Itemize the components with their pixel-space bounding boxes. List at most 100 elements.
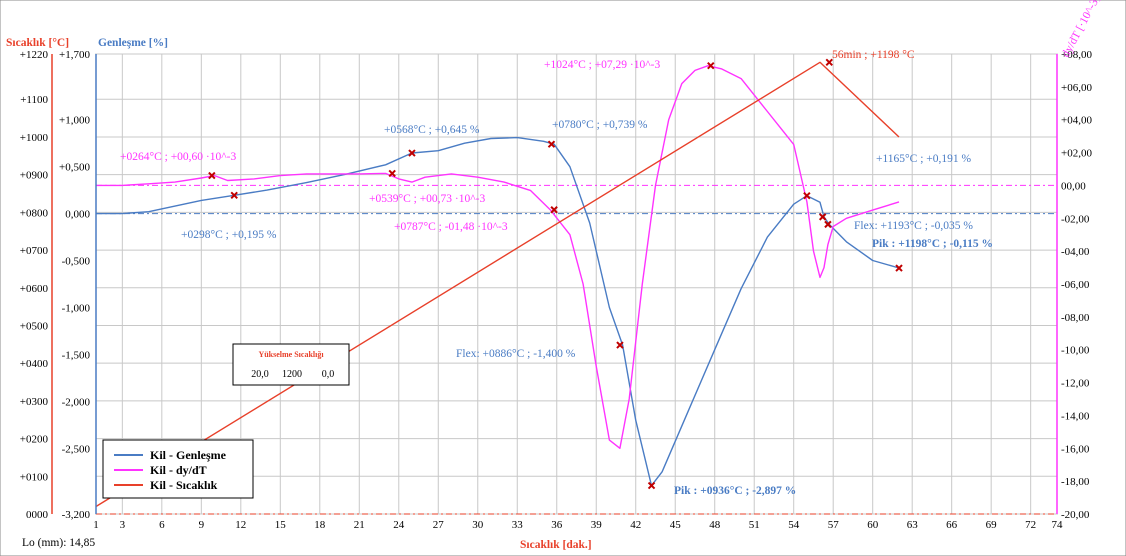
deriv-tick-label: -20,00 (1061, 509, 1090, 521)
expansion-tick-label: -1,000 (62, 302, 91, 314)
annotation-4: 56min ; +1198 °C (832, 49, 915, 61)
program-box-value-2: 0,0 (322, 369, 335, 380)
annotation-5: +1165°C ; +0,191 % (876, 153, 972, 165)
data-marker-stroke-b (408, 149, 416, 157)
x-axis-title: Sıcaklık [dak.] (520, 539, 592, 551)
deriv-tick-label: -18,00 (1061, 476, 1090, 488)
temp-tick-label: +0400 (20, 358, 49, 370)
data-marker (707, 61, 715, 70)
x-tick-label: 12 (235, 519, 246, 531)
annotation-3: +1024°C ; +07,29 ·10^-3 (544, 59, 660, 71)
annotation-1: +0568°C ; +0,645 % (384, 124, 480, 136)
deriv-tick-label: +04,00 (1061, 115, 1092, 127)
marker-layer (208, 58, 903, 490)
program-box-title: Yükselme Sıcaklığı (258, 350, 324, 359)
data-marker (818, 213, 827, 221)
data-marker (616, 341, 624, 349)
expansion-tick-label: 0,000 (65, 209, 90, 221)
deriv-tick-label: -08,00 (1061, 312, 1090, 324)
x-tick-label: 63 (907, 519, 919, 531)
annotation-0: +0264°C ; +00,60 ·10^-3 (120, 151, 236, 163)
x-tick-label: 9 (199, 519, 205, 531)
x-tick-label: 66 (946, 519, 958, 531)
data-marker (230, 191, 238, 199)
x-tick-label: 30 (472, 519, 484, 531)
x-tick-label: 39 (591, 519, 603, 531)
annotation-9: Flex: +1193°C ; -0,035 % (854, 220, 973, 232)
expansion-tick-label: -2,000 (62, 396, 91, 408)
deriv-tick-label: -12,00 (1061, 378, 1090, 390)
data-marker (550, 206, 558, 214)
expansion-tick-label: +1,000 (59, 115, 90, 127)
x-tick-label: 15 (275, 519, 287, 531)
deriv-tick-label: -10,00 (1061, 345, 1090, 357)
temp-tick-label: +0700 (20, 245, 49, 257)
temp-tick-label: +0900 (20, 170, 49, 182)
data-marker (408, 149, 416, 157)
x-tick-label: 60 (867, 519, 879, 531)
temp-tick-label: 0000 (26, 509, 49, 521)
x-tick-label: 6 (159, 519, 165, 531)
x-tick-label: 33 (512, 519, 524, 531)
temp-tick-label: +0500 (20, 320, 49, 332)
expansion-axis-title: Genleşme [%] (98, 37, 168, 49)
x-tick-label: 54 (788, 519, 800, 531)
annotation-2: +0780°C ; +0,739 % (552, 119, 648, 131)
expansion-tick-label: -2,500 (62, 443, 91, 455)
annotation-6: +0539°C ; +00,73 ·10^-3 (369, 193, 485, 205)
x-tick-label: 36 (551, 519, 563, 531)
temp-tick-label: +0300 (20, 396, 49, 408)
data-marker-stroke-b (824, 220, 832, 229)
data-marker (895, 264, 903, 272)
expansion-tick-label: +1,700 (59, 49, 90, 61)
x-tick-label: 72 (1025, 519, 1036, 531)
deriv-tick-label: -16,00 (1061, 443, 1090, 455)
lo-label: Lo (mm): 14,85 (22, 537, 95, 549)
x-tick-label: 18 (314, 519, 326, 531)
temp-tick-label: +0200 (20, 434, 49, 446)
expansion-tick-label: -3,200 (62, 509, 91, 521)
data-marker-stroke-b (388, 169, 396, 178)
data-marker (803, 191, 811, 200)
deriv-tick-label: +02,00 (1061, 148, 1092, 160)
deriv-tick-label: -06,00 (1061, 279, 1090, 291)
x-tick-label: 1 (93, 519, 99, 531)
x-tick-label: 27 (433, 519, 445, 531)
program-box-value-0: 20,0 (251, 369, 269, 380)
annotation-11: Flex: +0886°C ; -1,400 % (456, 348, 576, 360)
temp-tick-label: +0100 (20, 471, 49, 483)
data-marker-stroke-b (550, 206, 558, 214)
deriv-tick-label: -02,00 (1061, 213, 1090, 225)
data-marker-stroke-b (616, 341, 624, 349)
data-marker-stroke-b (647, 481, 656, 490)
expansion-tick-label: +0,500 (59, 162, 90, 174)
x-tick-label: 51 (749, 519, 760, 531)
legend: Kil - Genleşme Kil - dy/dT Kil - Sıcaklı… (102, 439, 254, 499)
x-tick-label: 57 (828, 519, 840, 531)
annotation-12: Pik : +0936°C ; -2,897 % (674, 485, 796, 497)
temp-tick-label: +0800 (20, 207, 49, 219)
annotation-10: Pik : +1198°C ; -0,115 % (872, 238, 993, 250)
temp-tick-label: +1100 (20, 94, 48, 106)
axis-layer: 1 3 6 9 12 15 18 21 24 27 30 33 36 39 42 45 48 51 54 57 60 63… (20, 49, 1093, 531)
program-box: Yükselme Sıcaklığı 20,0 1200 0,0 (232, 343, 350, 386)
deriv-tick-label: -14,00 (1061, 410, 1090, 422)
data-marker (825, 58, 833, 67)
data-marker-stroke-b (825, 58, 833, 67)
deriv-tick-label: 00,00 (1061, 180, 1086, 192)
data-marker (208, 171, 216, 180)
deriv-tick-label: -04,00 (1061, 246, 1090, 258)
deriv-tick-label: +06,00 (1061, 82, 1092, 94)
x-tick-label: 74 (1052, 519, 1064, 531)
data-marker (824, 220, 832, 229)
data-marker-stroke-b (707, 61, 715, 70)
data-marker (388, 169, 396, 178)
data-marker-stroke-b (895, 264, 903, 272)
expansion-tick-label: -0,500 (62, 256, 91, 268)
data-marker-stroke-b (818, 213, 827, 221)
temp-tick-label: +1220 (20, 49, 49, 61)
program-box-frame (232, 343, 350, 386)
temp-axis-title: Sıcaklık [°C] (6, 37, 69, 49)
